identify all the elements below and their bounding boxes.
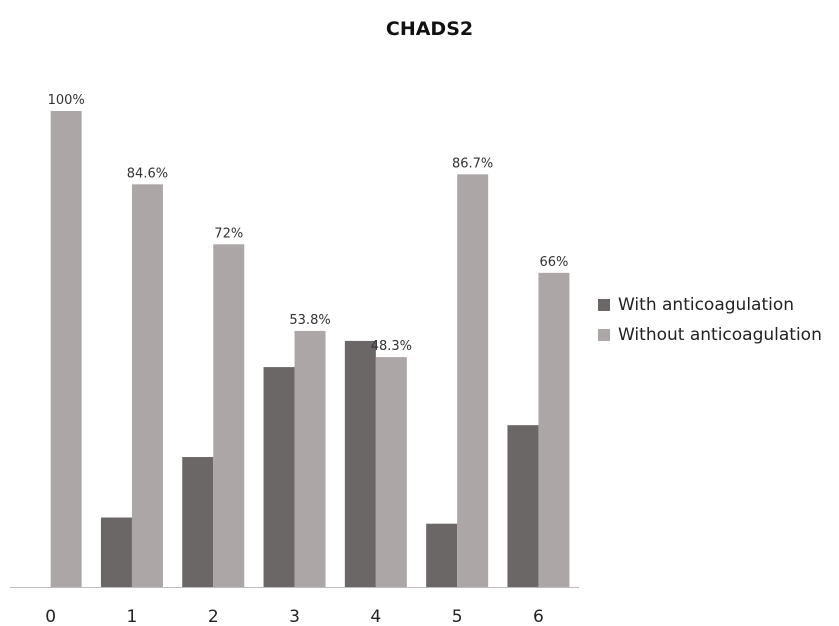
legend-label-with: With anticoagulation [618, 295, 795, 315]
data-label-1: 84.6% [127, 166, 168, 181]
data-label-4: 48.3% [371, 339, 412, 354]
bar-without-4 [375, 357, 407, 587]
bar-without-1 [131, 184, 163, 587]
data-label-3: 53.8% [289, 313, 330, 328]
legend-item-with-anticoagulation: With anticoagulation [598, 290, 822, 320]
bar-with-6 [507, 425, 539, 587]
chart-title: CHADS2 [385, 18, 474, 40]
legend-label-without: Without anticoagulation [618, 325, 822, 345]
legend-item-without-anticoagulation: Without anticoagulation [598, 320, 822, 350]
bar-with-2 [182, 457, 214, 587]
bar-without-2 [213, 244, 245, 587]
bar-without-0 [50, 111, 82, 587]
x-tick-label-1: 1 [127, 607, 138, 626]
x-tick-label-4: 4 [370, 607, 381, 626]
bar-with-3 [263, 367, 295, 587]
data-label-0: 100% [48, 93, 85, 108]
bar-without-6 [538, 272, 570, 587]
bar-with-5 [426, 523, 458, 587]
legend-swatch-with [598, 299, 610, 311]
data-label-2: 72% [214, 226, 243, 241]
x-tick-label-2: 2 [208, 607, 219, 626]
bar-with-1 [100, 517, 132, 587]
x-tick-label-0: 0 [45, 607, 56, 626]
data-label-5: 86.7% [452, 156, 493, 171]
legend-swatch-without [598, 329, 610, 341]
data-label-6: 66% [539, 255, 568, 270]
bar-without-5 [457, 174, 489, 588]
x-tick-label-6: 6 [533, 607, 544, 626]
x-tick-label-5: 5 [452, 607, 463, 626]
bar-without-3 [294, 330, 326, 587]
legend: With anticoagulation Without anticoagula… [598, 290, 822, 350]
bar-with-4 [344, 340, 376, 587]
x-tick-label-3: 3 [289, 607, 300, 626]
